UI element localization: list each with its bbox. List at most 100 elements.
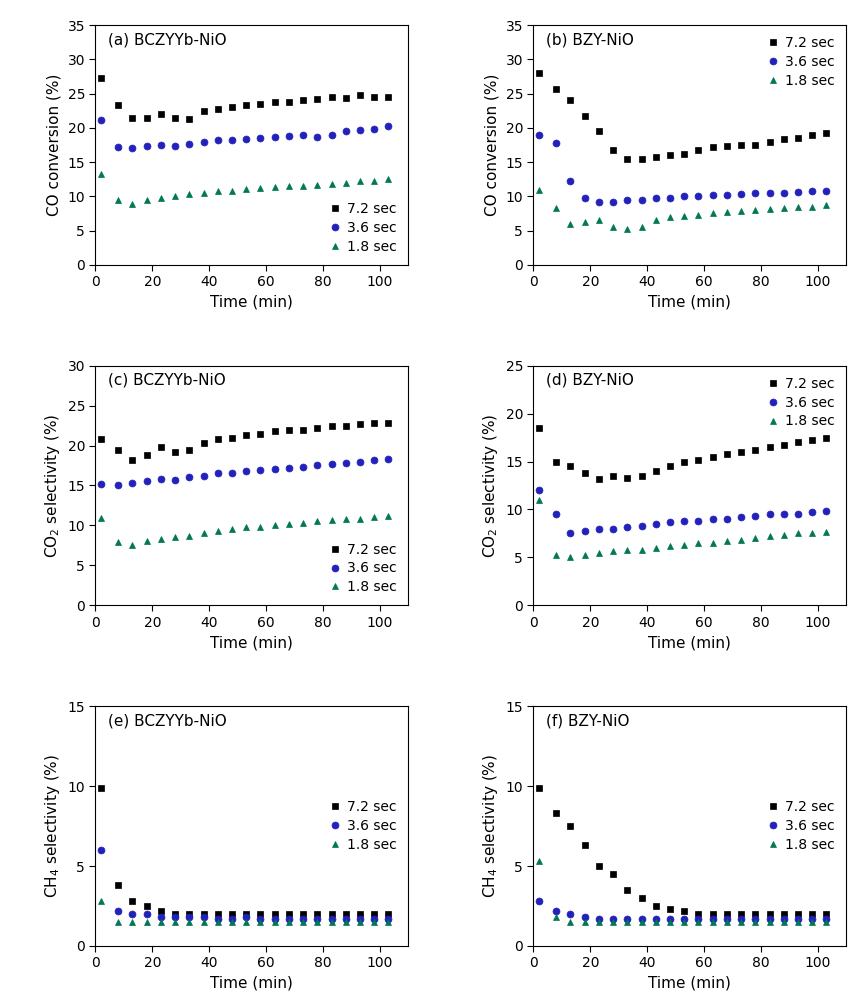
- 1.8 sec: [369, 916, 379, 928]
- 7.2 sec: [821, 908, 832, 920]
- 7.2 sec: [594, 125, 604, 137]
- 1.8 sec: [113, 916, 123, 928]
- 1.8 sec: [792, 916, 803, 928]
- 3.6 sec: [227, 134, 237, 146]
- 7.2 sec: [326, 419, 337, 431]
- 1.8 sec: [155, 916, 166, 928]
- 7.2 sec: [113, 98, 123, 110]
- 7.2 sec: [636, 152, 647, 164]
- 3.6 sec: [326, 129, 337, 141]
- 3.6 sec: [679, 913, 689, 925]
- 3.6 sec: [707, 913, 718, 925]
- 1.8 sec: [650, 542, 661, 554]
- 7.2 sec: [255, 427, 266, 439]
- Line: 1.8 sec: 1.8 sec: [536, 496, 830, 561]
- 1.8 sec: [199, 187, 209, 199]
- Line: 1.8 sec: 1.8 sec: [536, 858, 830, 926]
- 1.8 sec: [269, 520, 279, 532]
- 1.8 sec: [96, 168, 107, 180]
- 1.8 sec: [665, 540, 675, 552]
- 7.2 sec: [750, 139, 760, 151]
- 1.8 sec: [141, 194, 152, 206]
- 1.8 sec: [580, 549, 590, 561]
- 3.6 sec: [736, 913, 746, 925]
- 7.2 sec: [622, 471, 633, 483]
- 1.8 sec: [707, 537, 718, 549]
- 3.6 sec: [269, 463, 279, 475]
- 7.2 sec: [721, 447, 732, 459]
- 3.6 sec: [665, 913, 675, 925]
- 7.2 sec: [736, 908, 746, 920]
- 3.6 sec: [694, 190, 704, 202]
- 3.6 sec: [594, 913, 604, 925]
- 3.6 sec: [622, 913, 633, 925]
- 3.6 sec: [113, 141, 123, 153]
- 3.6 sec: [650, 913, 661, 925]
- 3.6 sec: [298, 129, 308, 141]
- 1.8 sec: [355, 916, 365, 928]
- 3.6 sec: [241, 133, 252, 145]
- 1.8 sec: [707, 207, 718, 219]
- 1.8 sec: [792, 528, 803, 540]
- 1.8 sec: [679, 916, 689, 928]
- 7.2 sec: [707, 141, 718, 153]
- 1.8 sec: [821, 199, 832, 211]
- 7.2 sec: [622, 884, 633, 896]
- 7.2 sec: [807, 908, 818, 920]
- 3.6 sec: [96, 113, 107, 125]
- 1.8 sec: [383, 173, 393, 185]
- 3.6 sec: [312, 459, 323, 471]
- 7.2 sec: [636, 469, 647, 481]
- Legend: 7.2 sec, 3.6 sec, 1.8 sec: 7.2 sec, 3.6 sec, 1.8 sec: [763, 372, 839, 432]
- 3.6 sec: [170, 911, 181, 923]
- 1.8 sec: [608, 545, 618, 557]
- 3.6 sec: [199, 136, 209, 148]
- 3.6 sec: [736, 512, 746, 524]
- 7.2 sec: [213, 433, 223, 445]
- 1.8 sec: [269, 916, 279, 928]
- 1.8 sec: [298, 180, 308, 192]
- 7.2 sec: [199, 437, 209, 449]
- 3.6 sec: [551, 137, 562, 149]
- 3.6 sec: [594, 196, 604, 208]
- 7.2 sec: [269, 425, 279, 437]
- 7.2 sec: [580, 467, 590, 479]
- 3.6 sec: [355, 455, 365, 467]
- 3.6 sec: [721, 913, 732, 925]
- X-axis label: Time (min): Time (min): [648, 976, 732, 991]
- 3.6 sec: [694, 515, 704, 527]
- 1.8 sec: [551, 549, 562, 561]
- 1.8 sec: [170, 532, 181, 544]
- 7.2 sec: [96, 433, 107, 445]
- 1.8 sec: [199, 916, 209, 928]
- 7.2 sec: [96, 72, 107, 84]
- Line: 3.6 sec: 3.6 sec: [98, 847, 391, 922]
- 7.2 sec: [255, 98, 266, 110]
- 3.6 sec: [355, 124, 365, 136]
- 1.8 sec: [551, 202, 562, 214]
- 7.2 sec: [141, 111, 152, 123]
- 7.2 sec: [608, 144, 618, 156]
- 1.8 sec: [298, 518, 308, 530]
- 7.2 sec: [369, 417, 379, 429]
- 1.8 sec: [779, 530, 789, 542]
- 3.6 sec: [312, 913, 323, 925]
- 1.8 sec: [650, 214, 661, 226]
- Line: 1.8 sec: 1.8 sec: [98, 170, 391, 207]
- 3.6 sec: [608, 523, 618, 535]
- 7.2 sec: [241, 99, 252, 111]
- 1.8 sec: [792, 200, 803, 212]
- 3.6 sec: [284, 461, 294, 473]
- 1.8 sec: [636, 221, 647, 233]
- Legend: 7.2 sec, 3.6 sec, 1.8 sec: 7.2 sec, 3.6 sec, 1.8 sec: [763, 796, 839, 856]
- 7.2 sec: [213, 103, 223, 115]
- 1.8 sec: [807, 200, 818, 212]
- 3.6 sec: [534, 484, 544, 496]
- 1.8 sec: [128, 198, 138, 210]
- 7.2 sec: [750, 908, 760, 920]
- 1.8 sec: [213, 916, 223, 928]
- 1.8 sec: [241, 916, 252, 928]
- 7.2 sec: [128, 111, 138, 123]
- 3.6 sec: [650, 192, 661, 204]
- 7.2 sec: [665, 903, 675, 915]
